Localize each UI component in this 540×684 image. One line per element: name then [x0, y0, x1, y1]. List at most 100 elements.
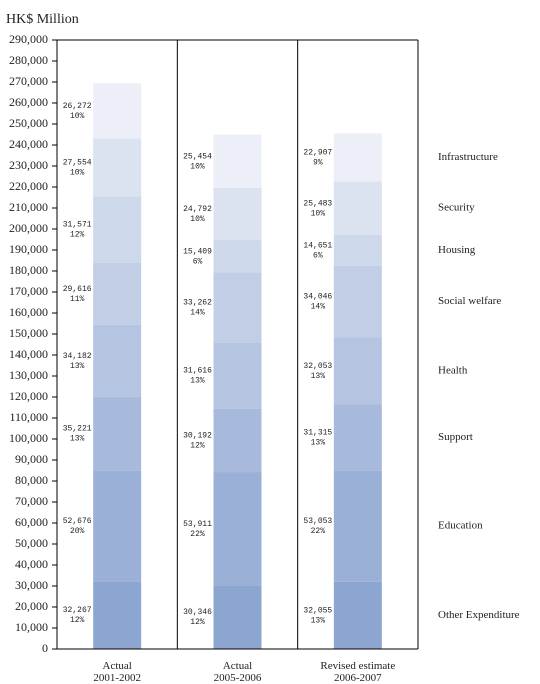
y-tick-label: 220,000 — [9, 179, 48, 193]
value-label: 15,409 — [183, 247, 212, 256]
y-tick-label: 120,000 — [9, 389, 48, 403]
value-label: 32,053 — [303, 362, 332, 371]
y-tick-label: 230,000 — [9, 158, 48, 172]
y-tick-label: 290,000 — [9, 32, 48, 46]
y-tick-label: 90,000 — [15, 452, 48, 466]
value-label: 24,792 — [183, 205, 212, 214]
y-tick-label: 20,000 — [15, 599, 48, 613]
y-tick-label: 100,000 — [9, 431, 48, 445]
value-label: 32,055 — [303, 606, 332, 615]
bar-segment — [333, 581, 382, 649]
bar-segment — [213, 472, 262, 586]
y-tick-label: 140,000 — [9, 347, 48, 361]
value-label: 34,046 — [303, 293, 332, 302]
value-label: 33,262 — [183, 298, 212, 307]
bar-segment — [213, 585, 262, 649]
y-tick-label: 170,000 — [9, 284, 48, 298]
bar-segment — [333, 470, 382, 582]
share-label: 13% — [311, 616, 326, 625]
share-label: 12% — [70, 616, 85, 625]
y-tick-label: 40,000 — [15, 557, 48, 571]
y-tick-label: 50,000 — [15, 536, 48, 550]
y-tick-label: 70,000 — [15, 494, 48, 508]
share-label: 9% — [313, 158, 323, 167]
bar-segment — [333, 133, 382, 182]
bar-segment — [213, 134, 262, 188]
y-tick-label: 280,000 — [9, 53, 48, 67]
value-label: 53,053 — [303, 517, 332, 526]
value-label: 14,651 — [303, 241, 332, 250]
y-tick-label: 210,000 — [9, 200, 48, 214]
y-tick-label: 10,000 — [15, 620, 48, 634]
share-label: 22% — [190, 530, 205, 539]
share-label: 13% — [311, 372, 326, 381]
bar-segment — [93, 83, 142, 139]
bar-segment — [93, 470, 142, 582]
chart-title: HK$ Million — [6, 12, 79, 27]
share-label: 6% — [193, 257, 203, 266]
share-label: 12% — [190, 441, 205, 450]
bar-segment — [93, 581, 142, 649]
value-label: 29,616 — [63, 285, 92, 294]
value-label: 30,192 — [183, 431, 212, 440]
y-tick-label: 160,000 — [9, 305, 48, 319]
bar-segment — [333, 404, 382, 471]
share-label: 11% — [70, 295, 85, 304]
x-tick-label: Actual 2005-2006 — [214, 660, 262, 684]
legend-label: Support — [438, 431, 473, 443]
value-label: 22,907 — [303, 148, 332, 157]
legend-label: Infrastructure — [438, 151, 498, 163]
share-label: 10% — [190, 215, 205, 224]
share-label: 6% — [313, 251, 323, 260]
bar-segment — [333, 337, 382, 405]
y-tick-label: 0 — [42, 641, 48, 655]
y-tick-label: 190,000 — [9, 242, 48, 256]
share-label: 10% — [70, 112, 85, 121]
value-label: 32,267 — [63, 606, 92, 615]
bar-segment — [93, 262, 142, 325]
share-label: 12% — [190, 618, 205, 627]
legend-label: Security — [438, 202, 475, 214]
legend-label: Social welfare — [438, 295, 501, 307]
share-label: 14% — [311, 303, 326, 312]
share-label: 13% — [190, 377, 205, 386]
value-label: 34,182 — [63, 352, 92, 361]
y-tick-label: 110,000 — [9, 410, 48, 424]
share-label: 20% — [70, 527, 85, 536]
share-label: 10% — [190, 162, 205, 171]
legend-label: Health — [438, 364, 468, 376]
y-tick-label: 240,000 — [9, 137, 48, 151]
bar-segment — [213, 408, 262, 473]
value-label: 31,315 — [303, 429, 332, 438]
value-label: 31,571 — [63, 221, 92, 230]
bar-segment — [213, 240, 262, 273]
value-label: 35,221 — [63, 425, 92, 434]
value-label: 53,911 — [183, 520, 212, 529]
share-label: 14% — [190, 308, 205, 317]
value-label: 27,554 — [63, 159, 92, 168]
bar-segment — [213, 342, 262, 409]
y-tick-label: 180,000 — [9, 263, 48, 277]
y-tick-label: 250,000 — [9, 116, 48, 130]
y-tick-label: 130,000 — [9, 368, 48, 382]
value-label: 25,454 — [183, 152, 212, 161]
x-tick-label: Actual 2001-2002 — [93, 660, 141, 684]
y-tick-label: 260,000 — [9, 95, 48, 109]
legend-label: Education — [438, 520, 483, 532]
bar-segment — [93, 196, 142, 263]
share-label: 10% — [70, 169, 85, 178]
share-label: 22% — [311, 527, 326, 536]
value-label: 26,272 — [63, 102, 92, 111]
y-tick-label: 200,000 — [9, 221, 48, 235]
value-label: 52,676 — [63, 517, 92, 526]
share-label: 13% — [311, 439, 326, 448]
value-label: 25,483 — [303, 199, 332, 208]
y-tick-label: 60,000 — [15, 515, 48, 529]
value-label: 31,616 — [183, 367, 212, 376]
bar-segment — [93, 396, 142, 471]
legend-label: Housing — [438, 244, 476, 256]
share-label: 10% — [311, 209, 326, 218]
share-label: 13% — [70, 435, 85, 444]
x-tick-label: Revised estimate 2006-2007 — [320, 660, 395, 684]
